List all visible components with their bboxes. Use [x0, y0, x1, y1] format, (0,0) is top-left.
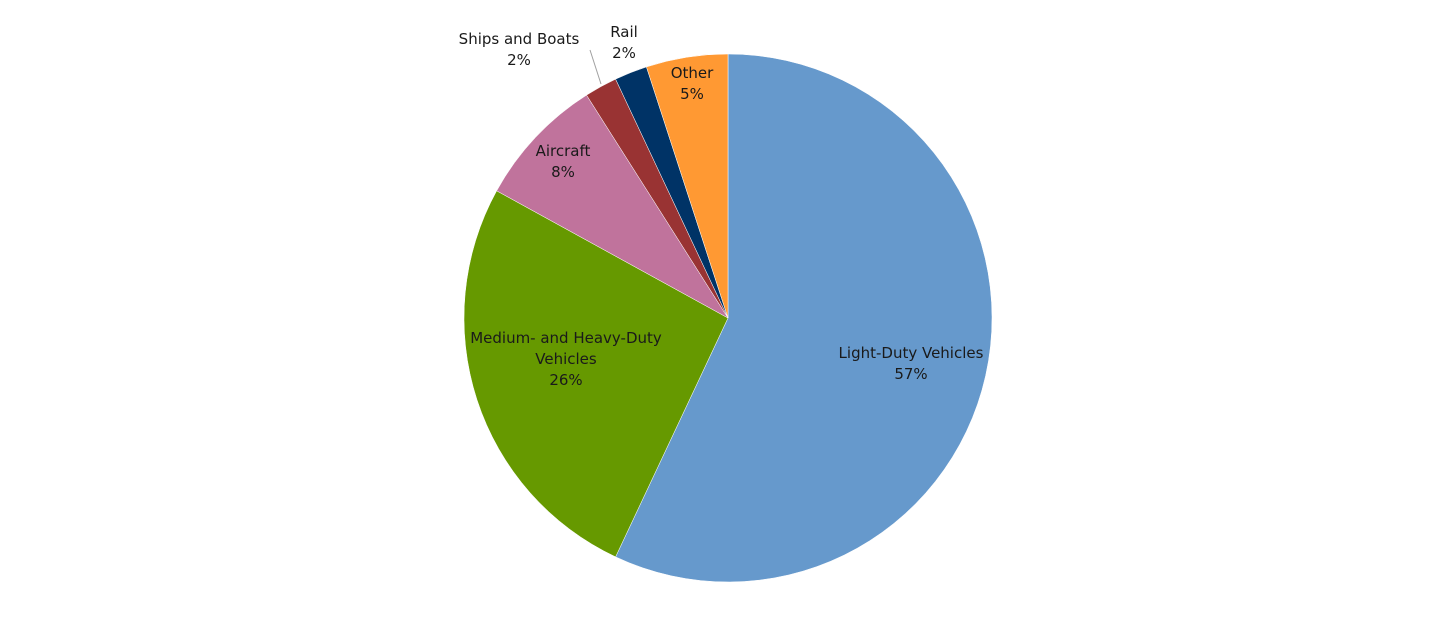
data-label-aircraft: Aircraft 8% — [536, 142, 591, 181]
pie-slice-aircraft — [496, 94, 729, 319]
slice-value-text: 2% — [612, 44, 636, 62]
slice-label-text: Ships and Boats — [459, 30, 580, 48]
slice-value-text: 26% — [549, 371, 582, 389]
slices-layer — [463, 53, 993, 583]
pie-slice-light-duty-vehicles — [615, 53, 993, 583]
slice-label-text: Rail — [610, 23, 638, 41]
data-label-light-duty-vehicles: Light-Duty Vehicles 57% — [839, 344, 984, 383]
data-label-other: Other 5% — [671, 64, 714, 103]
pie-slice-medium-and-heavy-duty-vehicles — [463, 190, 729, 558]
slice-label-text: Aircraft — [536, 142, 591, 160]
slice-value-text: 8% — [551, 163, 575, 181]
data-label-ships-and-boats: Ships and Boats 2% — [459, 30, 580, 69]
data-label-medium-and-heavy-duty-vehicles: Medium- and Heavy-Duty Vehicles 26% — [470, 329, 662, 389]
slice-value-text: 2% — [507, 51, 531, 69]
slice-label-text: Vehicles — [535, 350, 597, 368]
slice-label-text: Medium- and Heavy-Duty — [470, 329, 662, 347]
data-label-rail: Rail 2% — [610, 23, 638, 62]
slice-value-text: 57% — [894, 365, 927, 383]
data-labels-layer: Light-Duty Vehicles 57% Medium- and Heavy-… — [459, 23, 984, 389]
slice-label-text: Light-Duty Vehicles — [839, 344, 984, 362]
pie-slice-other — [646, 53, 729, 319]
leader-lines-layer — [589, 49, 602, 85]
leader-line-ships-and-boats — [589, 49, 602, 85]
slice-value-text: 5% — [680, 85, 704, 103]
slice-label-text: Other — [671, 64, 714, 82]
